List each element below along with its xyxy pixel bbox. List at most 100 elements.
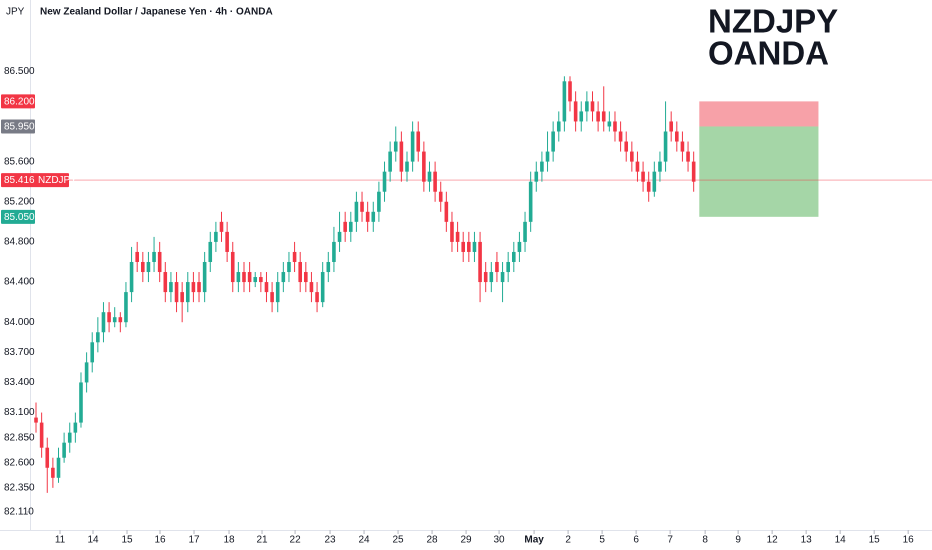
- candle-body: [556, 121, 561, 132]
- candle-body: [332, 241, 336, 262]
- x-tick-label: 21: [256, 535, 268, 546]
- candle-body: [185, 282, 190, 303]
- candle-body: [51, 467, 55, 478]
- candle-body: [416, 131, 421, 152]
- x-tick-label: 22: [290, 535, 302, 546]
- candle-body: [601, 111, 606, 122]
- candle-body: [219, 221, 224, 232]
- x-tick-label: 15: [869, 535, 881, 546]
- annotation: NZDJPY: [708, 3, 838, 40]
- candle-body: [101, 312, 106, 333]
- y-tick-label: 84.800: [4, 237, 35, 248]
- candle-body: [590, 101, 595, 112]
- price-marker-name: NZDJPY: [38, 175, 77, 186]
- candle-body: [422, 151, 426, 182]
- candle-body: [180, 292, 184, 303]
- candle-body: [174, 282, 179, 303]
- candle-body: [270, 292, 274, 303]
- x-tick-label: 8: [702, 535, 708, 546]
- candle-body: [573, 101, 578, 122]
- candle-body: [275, 282, 280, 303]
- candle-body: [34, 417, 38, 423]
- candle-body: [360, 201, 364, 212]
- x-tick-label: 6: [633, 535, 639, 546]
- candle-body: [663, 131, 668, 162]
- x-tick-label: 15: [121, 535, 133, 546]
- candle-body: [124, 292, 128, 323]
- y-tick-label: 86.500: [4, 66, 35, 77]
- candle-body: [107, 312, 111, 323]
- x-tick-label: 16: [903, 535, 915, 546]
- candle-body: [433, 171, 437, 192]
- candle-body: [528, 181, 533, 222]
- candle-body: [613, 121, 617, 132]
- y-tick-label: 82.350: [4, 482, 35, 493]
- candle-body: [478, 241, 482, 283]
- x-tick-label: 11: [55, 535, 66, 546]
- candle-body: [377, 191, 381, 212]
- candle-body: [562, 81, 567, 122]
- x-tick-label: 14: [835, 535, 847, 546]
- candle-body: [444, 201, 449, 222]
- x-tick-label: 7: [667, 535, 673, 546]
- candle-body: [534, 171, 539, 182]
- candle-body: [191, 282, 196, 293]
- candle-body: [618, 131, 623, 142]
- candle-body: [579, 111, 584, 122]
- candle-body: [675, 131, 679, 142]
- candle-body: [129, 261, 134, 293]
- candle-body: [197, 282, 201, 293]
- x-tick-label: 30: [494, 535, 506, 546]
- candle-body: [230, 251, 235, 283]
- chart-title: New Zealand Dollar / Japanese Yen · 4h ·…: [40, 7, 273, 18]
- candle-body: [236, 272, 241, 283]
- price-marker-label: 85.050: [4, 212, 35, 223]
- candle-body: [354, 201, 359, 222]
- candle-body: [399, 141, 404, 172]
- candle-body: [45, 447, 50, 468]
- candle-body: [253, 277, 258, 283]
- price-marker-label: 85.950: [4, 122, 35, 133]
- price-marker: [1, 173, 69, 188]
- candle-body: [152, 251, 156, 262]
- x-tick-label: 5: [599, 535, 605, 546]
- candle-body: [309, 282, 314, 293]
- candle-body: [79, 382, 83, 423]
- x-tick-label: 28: [427, 535, 439, 546]
- x-tick-label: 29: [461, 535, 473, 546]
- y-tick-label: 82.600: [4, 457, 35, 468]
- candle-body: [410, 131, 415, 162]
- price-marker-label: 86.200: [4, 97, 35, 108]
- candle-body: [242, 272, 246, 283]
- candle-body: [73, 422, 78, 433]
- candle-body: [551, 131, 555, 152]
- candle-body: [686, 151, 690, 162]
- candle-body: [225, 231, 229, 252]
- candle-body: [607, 121, 612, 127]
- candle-body: [427, 171, 432, 182]
- candle-body: [298, 261, 303, 283]
- candle-body: [669, 121, 673, 132]
- candle-body: [67, 432, 72, 443]
- annotation: OANDA: [708, 35, 829, 72]
- candle-body: [135, 251, 139, 262]
- candle-body: [39, 422, 44, 448]
- plot: 86.500 85.600 85.200 84.800 84.400 84.000 83.7…: [1, 66, 932, 546]
- candle-body: [495, 261, 499, 273]
- candle-body: [658, 161, 662, 172]
- candle-body: [259, 277, 263, 283]
- candle-body: [467, 241, 471, 252]
- candle-body: [343, 221, 347, 232]
- y-tick-label: 84.000: [4, 317, 35, 328]
- y-tick-label: 85.200: [4, 196, 35, 207]
- candle-body: [157, 251, 162, 273]
- candle-body: [624, 141, 629, 152]
- candle-body: [585, 101, 589, 112]
- candle-body: [388, 151, 392, 172]
- candle-body: [500, 272, 505, 283]
- candle-body: [382, 171, 387, 192]
- candle-body: [264, 282, 269, 293]
- candle-body: [568, 81, 572, 102]
- candle-body: [517, 241, 522, 252]
